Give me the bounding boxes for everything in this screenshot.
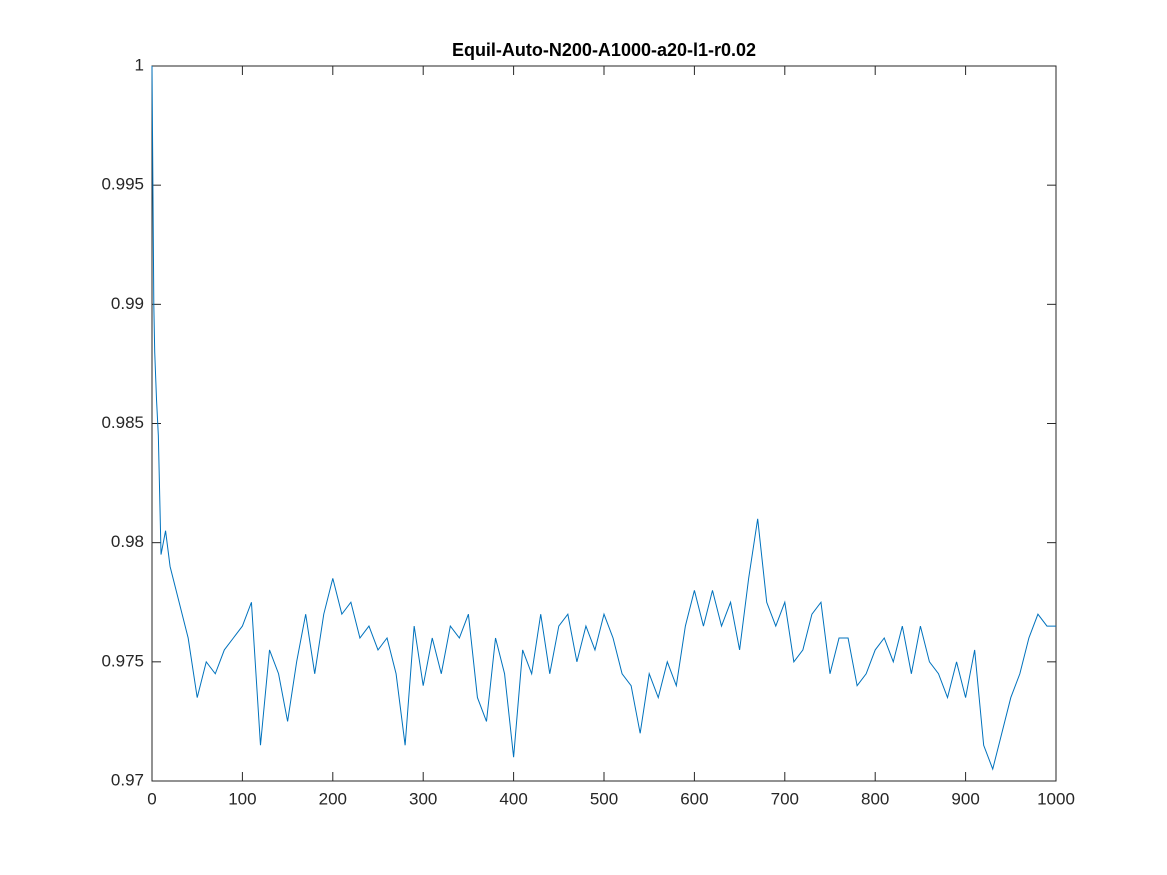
x-tick-label: 300 (409, 789, 437, 808)
x-tick-label: 100 (228, 789, 256, 808)
x-tick-label: 500 (590, 789, 618, 808)
y-tick-label: 0.99 (111, 294, 144, 313)
y-tick-label: 0.985 (101, 413, 144, 432)
x-tick-label: 800 (861, 789, 889, 808)
x-tick-label: 900 (951, 789, 979, 808)
data-line (151, 65, 1056, 771)
y-tick-label: 0.98 (111, 532, 144, 551)
x-tick-label: 0 (147, 789, 156, 808)
x-tick-label: 700 (771, 789, 799, 808)
y-tick-label: 0.995 (101, 175, 144, 194)
chart-title: Equil-Auto-N200-A1000-a20-l1-r0.02 (452, 40, 756, 60)
x-tick-label: 200 (319, 789, 347, 808)
y-tick-label: 0.97 (111, 770, 144, 789)
x-tick-label: 600 (680, 789, 708, 808)
x-tick-label: 400 (499, 789, 527, 808)
x-tick-label: 1000 (1037, 789, 1075, 808)
y-tick-label: 0.975 (101, 651, 144, 670)
y-tick-label: 1 (135, 55, 144, 74)
